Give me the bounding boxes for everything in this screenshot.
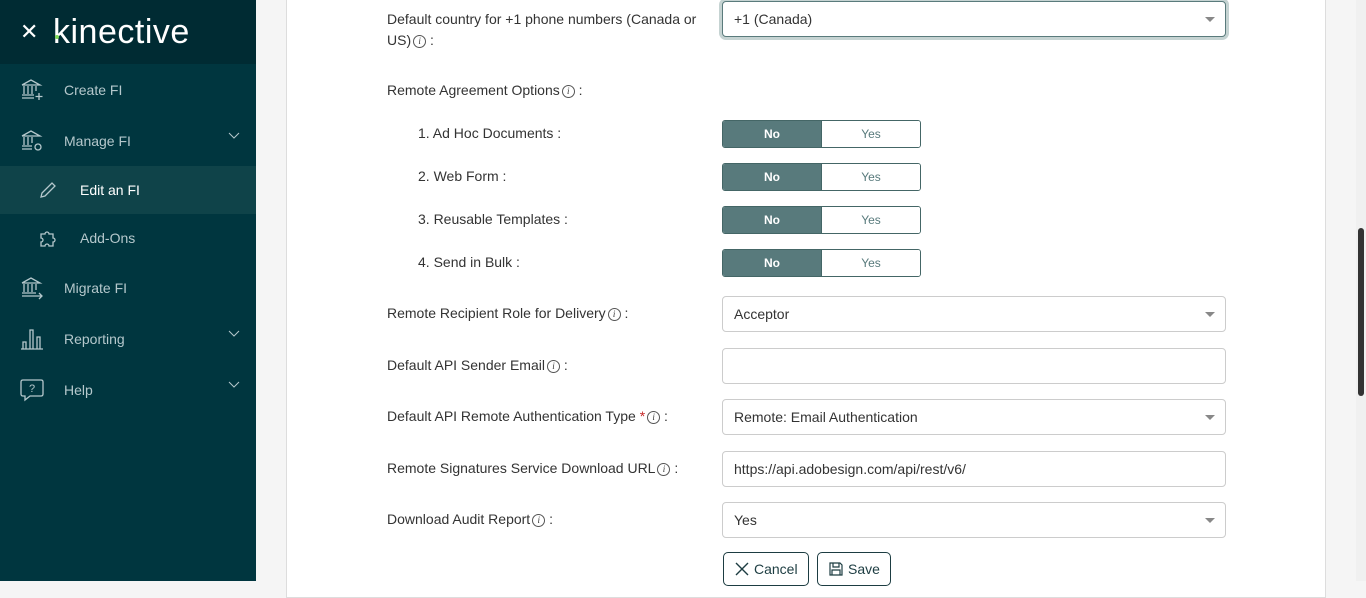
scrollbar-thumb[interactable]: [1358, 228, 1364, 396]
audit-select[interactable]: Yes: [722, 502, 1226, 538]
close-icon: [735, 562, 749, 576]
auth-type-label: Default API Remote Authentication Type *…: [387, 408, 668, 424]
ad-hoc-label: 1. Ad Hoc Documents :: [418, 125, 562, 141]
role-select[interactable]: Acceptor: [722, 296, 1226, 332]
yes-option[interactable]: Yes: [821, 121, 920, 147]
country-select[interactable]: +1 (Canada): [722, 1, 1226, 37]
bank-plus-icon: [20, 78, 64, 102]
info-icon[interactable]: i: [647, 411, 661, 424]
reusable-templates-label: 3. Reusable Templates :: [418, 211, 568, 227]
no-option[interactable]: No: [723, 250, 821, 276]
no-option[interactable]: No: [723, 164, 821, 190]
sidebar-item-manage-fi[interactable]: Manage FI: [0, 115, 256, 166]
send-bulk-label: 4. Send in Bulk :: [418, 254, 520, 270]
sidebar-item-create-fi[interactable]: Create FI: [0, 64, 256, 115]
remote-options-label: Remote Agreement Options i :: [387, 82, 583, 98]
download-url-label: Remote Signatures Service Download URL i …: [387, 460, 679, 476]
close-icon[interactable]: ✕: [20, 19, 39, 44]
caret-down-icon: [1205, 415, 1215, 420]
save-icon: [829, 562, 843, 576]
sidebar-item-label: Migrate FI: [64, 279, 128, 296]
info-icon[interactable]: i: [413, 35, 427, 48]
info-icon[interactable]: i: [657, 463, 671, 476]
info-icon[interactable]: i: [561, 85, 575, 98]
audit-label: Download Audit Report i :: [387, 511, 553, 527]
info-icon[interactable]: i: [546, 360, 560, 373]
yes-option[interactable]: Yes: [821, 207, 920, 233]
download-url-input[interactable]: https://api.adobesign.com/api/rest/v6/: [722, 451, 1226, 487]
sidebar-item-label: Add-Ons: [80, 230, 136, 246]
sidebar-item-label: Manage FI: [64, 132, 131, 149]
sidebar: ✕ kinective Create FI Manage FI Edit an …: [0, 0, 256, 581]
sidebar-item-label: Edit an FI: [80, 182, 140, 198]
chevron-down-icon: [228, 330, 240, 337]
info-icon[interactable]: i: [532, 514, 546, 527]
sidebar-item-help[interactable]: ? Help: [0, 364, 256, 415]
caret-down-icon: [1205, 312, 1215, 317]
bank-gear-icon: [20, 129, 64, 153]
main-content: Default country for +1 phone numbers (Ca…: [256, 0, 1356, 598]
sender-email-label: Default API Sender Email i :: [387, 357, 568, 373]
caret-down-icon: [1205, 518, 1215, 523]
logo: kinective: [53, 12, 190, 51]
sidebar-item-reporting[interactable]: Reporting: [0, 313, 256, 364]
sidebar-item-label: Reporting: [64, 330, 125, 347]
no-option[interactable]: No: [723, 207, 821, 233]
help-icon: ?: [20, 378, 64, 402]
sidebar-item-migrate-fi[interactable]: Migrate FI: [0, 262, 256, 313]
role-label: Remote Recipient Role for Delivery i :: [387, 305, 629, 321]
no-option[interactable]: No: [723, 121, 821, 147]
svg-text:?: ?: [29, 383, 35, 395]
yes-option[interactable]: Yes: [821, 250, 920, 276]
ad-hoc-toggle[interactable]: No Yes: [722, 120, 921, 148]
caret-down-icon: [1205, 17, 1215, 22]
country-label: Default country for +1 phone numbers (Ca…: [387, 11, 697, 48]
cancel-button[interactable]: Cancel: [723, 552, 809, 586]
brand-header: ✕ kinective: [0, 0, 256, 64]
sidebar-item-add-ons[interactable]: Add-Ons: [0, 214, 256, 262]
auth-type-select[interactable]: Remote: Email Authentication: [722, 399, 1226, 435]
reusable-templates-toggle[interactable]: No Yes: [722, 206, 921, 234]
sidebar-item-label: Help: [64, 381, 93, 398]
bar-chart-icon: [20, 327, 64, 351]
sidebar-item-label: Create FI: [64, 81, 123, 98]
puzzle-icon: [38, 228, 80, 248]
yes-option[interactable]: Yes: [821, 164, 920, 190]
info-icon[interactable]: i: [607, 308, 621, 321]
settings-form: Default country for +1 phone numbers (Ca…: [286, 0, 1326, 598]
chevron-down-icon: [228, 132, 240, 139]
pencil-icon: [38, 180, 80, 200]
chevron-down-icon: [228, 381, 240, 388]
web-form-toggle[interactable]: No Yes: [722, 163, 921, 191]
sidebar-item-edit-fi[interactable]: Edit an FI: [0, 166, 256, 214]
web-form-label: 2. Web Form :: [418, 168, 507, 184]
bank-arrow-icon: [20, 276, 64, 300]
sender-email-input[interactable]: [722, 348, 1226, 384]
send-bulk-toggle[interactable]: No Yes: [722, 249, 921, 277]
scrollbar[interactable]: [1356, 0, 1366, 581]
